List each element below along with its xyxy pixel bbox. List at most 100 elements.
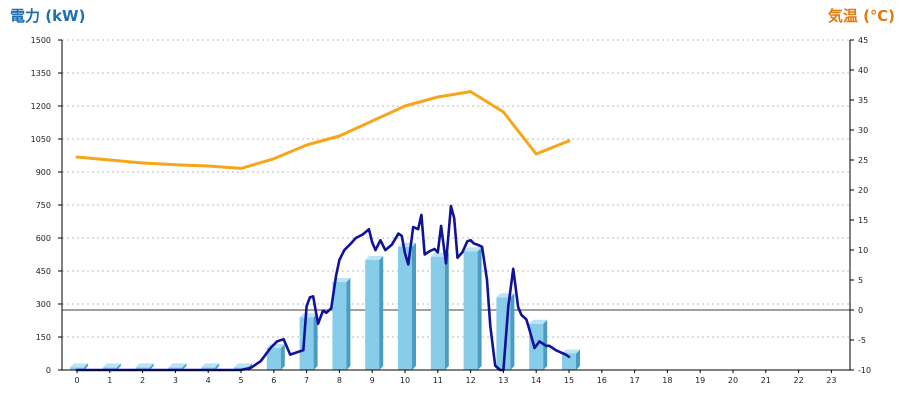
right-tick-label-45: 45 <box>858 36 868 45</box>
power-bar-front-3 <box>168 367 183 370</box>
right-axis-title: 気温 (℃) <box>828 7 895 25</box>
power-bar-0 <box>70 363 88 370</box>
left-tick-label-900: 900 <box>36 168 51 177</box>
left-tick-label-300: 300 <box>36 300 51 309</box>
power-bar-top-7 <box>299 313 318 318</box>
x-tick-label-5: 5 <box>238 376 243 385</box>
right-tick-label--5: -5 <box>858 336 866 345</box>
right-tick-label-0: 0 <box>858 306 863 315</box>
power-bar-15 <box>562 349 580 370</box>
x-tick-label-8: 8 <box>337 376 342 385</box>
power-bar-9 <box>365 256 384 370</box>
power-bar-side-8 <box>346 278 351 370</box>
power-bar-front-15 <box>562 353 576 370</box>
power-bar-top-2 <box>135 363 154 368</box>
right-tick-label-35: 35 <box>858 96 868 105</box>
right-tick-label-25: 25 <box>858 156 868 165</box>
power-bar-side-3 <box>182 363 187 370</box>
power-bar-front-4 <box>201 367 216 370</box>
power-bar-front-7 <box>299 317 314 370</box>
power-bar-front-0 <box>70 367 84 370</box>
power-bar-4 <box>201 363 220 370</box>
x-tick-label-20: 20 <box>728 376 738 385</box>
series-lines <box>75 90 571 372</box>
power-bar-top-4 <box>201 363 220 368</box>
x-tick-label-0: 0 <box>74 376 79 385</box>
power-bar-top-12 <box>463 247 482 252</box>
power-bar-front-12 <box>463 251 478 370</box>
power-bar-top-3 <box>168 363 187 368</box>
power-bar-top-1 <box>102 363 121 368</box>
x-tick-label-18: 18 <box>662 376 672 385</box>
power-bar-front-2 <box>135 367 150 370</box>
left-tick-label-150: 150 <box>36 333 51 342</box>
x-tick-label-12: 12 <box>466 376 476 385</box>
x-tick-label-1: 1 <box>107 376 112 385</box>
power-bar-side-13 <box>510 293 515 370</box>
x-tick-label-3: 3 <box>173 376 178 385</box>
left-tick-label-750: 750 <box>36 201 51 210</box>
x-tick-label-14: 14 <box>531 376 541 385</box>
x-tick-label-7: 7 <box>304 376 309 385</box>
power-bar-2 <box>135 363 154 370</box>
power-bar-side-0 <box>84 363 88 370</box>
x-tick-label-15: 15 <box>564 376 574 385</box>
right-tick-label-5: 5 <box>858 276 863 285</box>
x-tick-label-2: 2 <box>140 376 145 385</box>
left-axis-title: 電力 (kW) <box>10 7 85 25</box>
power-bar-front-8 <box>332 282 347 370</box>
right-tick-label-10: 10 <box>858 246 868 255</box>
power-bar-side-2 <box>149 363 154 370</box>
power-bar-1 <box>102 363 121 370</box>
x-tick-label-16: 16 <box>597 376 607 385</box>
axes <box>58 39 854 373</box>
power-bar-side-6 <box>280 344 285 370</box>
power-line <box>75 204 571 372</box>
x-tick-label-4: 4 <box>206 376 211 385</box>
x-tick-label-10: 10 <box>400 376 410 385</box>
power-bar-11 <box>430 252 449 370</box>
left-tick-label-600: 600 <box>36 234 51 243</box>
gridlines <box>62 39 850 338</box>
x-tick-label-22: 22 <box>794 376 804 385</box>
left-tick-label-1200: 1200 <box>31 102 51 111</box>
right-tick-label-30: 30 <box>858 126 868 135</box>
right-tick-label-20: 20 <box>858 186 868 195</box>
x-tick-label-17: 17 <box>630 376 640 385</box>
power-bar-side-15 <box>576 349 580 370</box>
left-tick-label-450: 450 <box>36 267 51 276</box>
power-bar-top-14 <box>529 319 548 324</box>
power-bar-12 <box>463 247 482 370</box>
right-tick-label-40: 40 <box>858 66 868 75</box>
power-bar-top-0 <box>70 363 88 368</box>
power-bar-front-6 <box>266 348 281 370</box>
power-bar-front-1 <box>102 367 117 370</box>
x-tick-label-13: 13 <box>498 376 508 385</box>
right-tick-label--10: -10 <box>858 366 871 375</box>
power-bar-top-15 <box>562 349 580 354</box>
power-bars <box>70 242 580 370</box>
x-tick-label-23: 23 <box>826 376 836 385</box>
right-tick-label-15: 15 <box>858 216 868 225</box>
x-tick-label-19: 19 <box>695 376 705 385</box>
x-tick-label-21: 21 <box>761 376 771 385</box>
power-bar-front-11 <box>430 256 445 370</box>
tick-labels: 01503004506007509001050120013501500-10-5… <box>31 36 871 385</box>
left-tick-label-0: 0 <box>46 366 51 375</box>
power-bar-top-5 <box>234 363 252 368</box>
power-bar-10 <box>398 242 416 370</box>
temperature-line <box>75 90 571 170</box>
x-tick-label-9: 9 <box>370 376 375 385</box>
power-bar-7 <box>299 313 318 370</box>
power-bar-side-11 <box>444 252 449 370</box>
power-bar-8 <box>332 278 351 370</box>
power-bar-side-7 <box>313 313 318 370</box>
left-tick-label-1500: 1500 <box>31 36 51 45</box>
left-tick-label-1050: 1050 <box>31 135 51 144</box>
x-tick-label-11: 11 <box>433 376 443 385</box>
power-bar-side-9 <box>379 256 384 370</box>
power-bar-3 <box>168 363 187 370</box>
power-bar-side-4 <box>215 363 220 370</box>
power-bar-side-10 <box>412 242 416 370</box>
